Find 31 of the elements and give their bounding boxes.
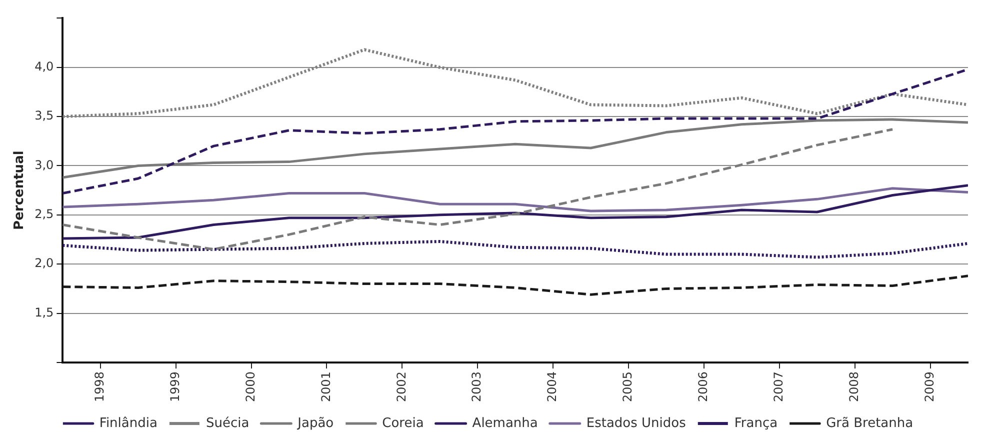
legend-label: Alemanha [472, 416, 538, 431]
x-tick-label: 2008 [846, 371, 861, 402]
line-series [62, 240, 968, 259]
legend-label: Suécia [206, 416, 250, 431]
x-tick-label: 2009 [922, 371, 936, 402]
y-tick-label: 1,5 [34, 305, 54, 320]
x-tick-label: 2007 [772, 371, 786, 402]
legend-label: Finlândia [99, 416, 158, 431]
x-tick-label: 2004 [545, 371, 560, 402]
x-tick-label: 2002 [394, 371, 408, 402]
x-tick-label: 2005 [620, 371, 635, 402]
legend-label: Grã Bretanha [826, 416, 914, 431]
x-tick-label: 2006 [696, 371, 710, 402]
y-tick-label: 2,0 [34, 256, 54, 270]
x-tick-label: 2003 [470, 371, 484, 402]
y-tick-label: 2,5 [34, 207, 54, 222]
line-series [62, 128, 894, 251]
line-series [62, 68, 968, 195]
y-tick-label: 3,0 [34, 158, 54, 172]
x-tick-label: 1999 [168, 371, 182, 402]
y-tick-label: 3,5 [34, 108, 54, 123]
legend-label: Estados Unidos [586, 416, 686, 431]
y-tick-label: 4,0 [34, 60, 54, 74]
legend-label: Coreia [382, 416, 424, 431]
line-series [62, 48, 968, 118]
legend-label: Japão [296, 416, 334, 431]
y-axis-title: Percentual [12, 150, 28, 230]
x-tick-label: 2000 [243, 371, 258, 402]
x-tick-label: 1998 [92, 371, 107, 402]
x-tick-label: 2001 [318, 371, 333, 402]
legend-label: França [734, 416, 778, 431]
